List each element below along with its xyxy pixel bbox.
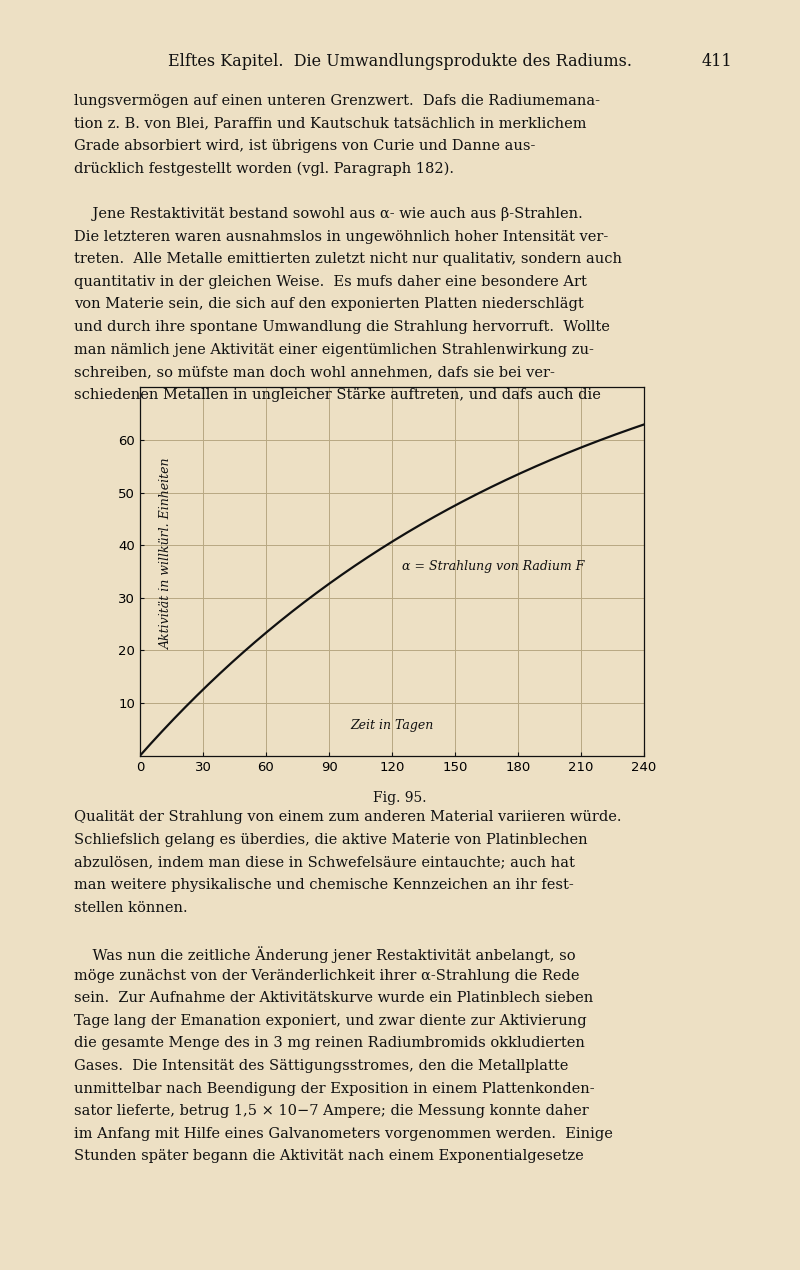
Text: Qualität der Strahlung von einem zum anderen Material variieren würde.: Qualität der Strahlung von einem zum and… — [74, 810, 621, 824]
Text: Aktivität in willkürl. Einheiten: Aktivität in willkürl. Einheiten — [160, 457, 173, 649]
Text: Was nun die zeitliche Änderung jener Restaktivität anbelangt, so: Was nun die zeitliche Änderung jener Res… — [74, 946, 575, 963]
Text: lungsvermögen auf einen unteren Grenzwert.  Dafs die Radiumemana-: lungsvermögen auf einen unteren Grenzwer… — [74, 94, 600, 108]
Text: Gases.  Die Intensität des Sättigungsstromes, den die Metallplatte: Gases. Die Intensität des Sättigungsstro… — [74, 1059, 568, 1073]
Text: Tage lang der Emanation exponiert, und zwar diente zur Aktivierung: Tage lang der Emanation exponiert, und z… — [74, 1013, 586, 1027]
Text: stellen können.: stellen können. — [74, 900, 187, 914]
Text: 411: 411 — [702, 53, 732, 70]
Text: Zeit in Tagen: Zeit in Tagen — [350, 719, 434, 732]
Text: schreiben, so müfste man doch wohl annehmen, dafs sie bei ver-: schreiben, so müfste man doch wohl anneh… — [74, 366, 554, 380]
Text: abzulösen, indem man diese in Schwefelsäure eintauchte; auch hat: abzulösen, indem man diese in Schwefelsä… — [74, 856, 574, 870]
Text: Grade absorbiert wird, ist übrigens von Curie und Danne aus-: Grade absorbiert wird, ist übrigens von … — [74, 140, 535, 154]
Text: α = Strahlung von Radium F: α = Strahlung von Radium F — [402, 560, 585, 573]
Text: und durch ihre spontane Umwandlung die Strahlung hervorruft.  Wollte: und durch ihre spontane Umwandlung die S… — [74, 320, 610, 334]
Text: im Anfang mit Hilfe eines Galvanometers vorgenommen werden.  Einige: im Anfang mit Hilfe eines Galvanometers … — [74, 1126, 613, 1140]
Text: drücklich festgestellt worden (vgl. Paragraph 182).: drücklich festgestellt worden (vgl. Para… — [74, 161, 454, 177]
Text: Die letzteren waren ausnahmslos in ungewöhnlich hoher Intensität ver-: Die letzteren waren ausnahmslos in ungew… — [74, 230, 608, 244]
Text: schiedenen Metallen in ungleicher Stärke auftreten, und dafs auch die: schiedenen Metallen in ungleicher Stärke… — [74, 387, 601, 401]
Text: Stunden später begann die Aktivität nach einem Exponentialgesetze: Stunden später begann die Aktivität nach… — [74, 1149, 583, 1163]
Text: man nämlich jene Aktivität einer eigentümlichen Strahlenwirkung zu-: man nämlich jene Aktivität einer eigentü… — [74, 343, 594, 357]
Text: sein.  Zur Aufnahme der Aktivitätskurve wurde ein Platinblech sieben: sein. Zur Aufnahme der Aktivitätskurve w… — [74, 991, 593, 1005]
Text: quantitativ in der gleichen Weise.  Es mufs daher eine besondere Art: quantitativ in der gleichen Weise. Es mu… — [74, 274, 586, 288]
Text: von Materie sein, die sich auf den exponierten Platten niederschlägt: von Materie sein, die sich auf den expon… — [74, 297, 583, 311]
Text: Schliefslich gelang es überdies, die aktive Materie von Platinblechen: Schliefslich gelang es überdies, die akt… — [74, 833, 587, 847]
Text: möge zunächst von der Veränderlichkeit ihrer α-Strahlung die Rede: möge zunächst von der Veränderlichkeit i… — [74, 969, 579, 983]
Text: Fig. 95.: Fig. 95. — [374, 791, 426, 805]
Text: treten.  Alle Metalle emittierten zuletzt nicht nur qualitativ, sondern auch: treten. Alle Metalle emittierten zuletzt… — [74, 253, 622, 267]
Text: man weitere physikalische und chemische Kennzeichen an ihr fest-: man weitere physikalische und chemische … — [74, 878, 574, 892]
Text: Elftes Kapitel.  Die Umwandlungsprodukte des Radiums.: Elftes Kapitel. Die Umwandlungsprodukte … — [168, 53, 632, 70]
Text: die gesamte Menge des in 3 mg reinen Radiumbromids okkludierten: die gesamte Menge des in 3 mg reinen Rad… — [74, 1036, 585, 1050]
Text: sator lieferte, betrug 1,5 × 10−7 Ampere; die Messung konnte daher: sator lieferte, betrug 1,5 × 10−7 Ampere… — [74, 1104, 588, 1118]
Text: Jene Restaktivität bestand sowohl aus α- wie auch aus β-Strahlen.: Jene Restaktivität bestand sowohl aus α-… — [74, 207, 582, 221]
Text: unmittelbar nach Beendigung der Exposition in einem Plattenkonden-: unmittelbar nach Beendigung der Expositi… — [74, 1082, 594, 1096]
Text: tion z. B. von Blei, Paraffin und Kautschuk tatsächlich in merklichem: tion z. B. von Blei, Paraffin und Kautsc… — [74, 117, 586, 131]
